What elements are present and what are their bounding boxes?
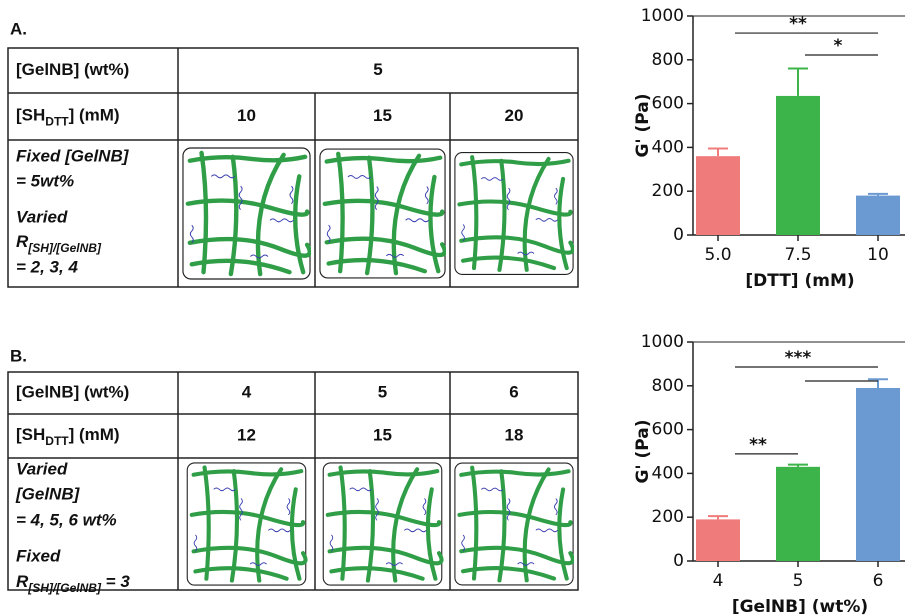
cell-text: 6	[509, 382, 518, 401]
cell-text: R[SH]/[GelNB]	[16, 232, 102, 255]
network-diagram	[455, 463, 573, 585]
network-diagram	[455, 153, 573, 275]
y-tick-label: 800	[652, 376, 684, 396]
cell-text: [SHDTT] (mM)	[16, 106, 120, 129]
y-tick-label: 1000	[641, 6, 684, 26]
y-tick-label: 400	[652, 137, 684, 157]
significance-label: **	[789, 14, 807, 34]
cell-text: Varied	[16, 459, 68, 478]
cell-text: = 4, 5, 6 wt%	[16, 510, 117, 529]
cell-text: [GelNB] (wt%)	[16, 382, 129, 401]
main-text: R	[16, 572, 29, 591]
x-tick-label: 5.0	[704, 245, 731, 265]
subscript: DTT	[45, 115, 69, 129]
table-border	[7, 47, 579, 288]
network-diagram	[323, 463, 442, 585]
bar	[696, 519, 740, 561]
cell-text: Fixed [GelNB]	[16, 146, 130, 165]
x-tick-label: 5	[793, 571, 804, 591]
bar	[696, 156, 740, 235]
cell-text: 20	[505, 106, 524, 125]
panel-label: A.	[10, 19, 27, 38]
error-bar	[788, 463, 808, 467]
after-text: ] (mM)	[69, 106, 120, 125]
y-tick-label: 0	[673, 551, 684, 571]
cell-text: Varied	[16, 207, 68, 226]
after-text: = 3	[101, 572, 130, 591]
table-border	[7, 371, 579, 591]
bar-chart: 0 200 400 600 800 1000 G' (Pa) [GelNB] (wt%) 4 5 6…	[633, 332, 905, 616]
main-text: R	[16, 232, 29, 251]
y-tick-label: 1000	[641, 332, 684, 352]
cell-text: R[SH]/[GelNB] = 3	[16, 572, 130, 595]
cell-text: Fixed	[16, 546, 61, 565]
y-tick-label: 0	[673, 225, 684, 245]
error-bar	[868, 192, 888, 196]
bar	[776, 466, 820, 561]
cell-text: 5	[373, 60, 382, 79]
x-axis-label: [GelNB] (wt%)	[732, 597, 868, 616]
significance-label: *	[834, 36, 843, 56]
network-diagram	[320, 149, 445, 278]
cell-text: 18	[505, 425, 524, 444]
significance-label: **	[749, 435, 767, 455]
cell-text: [SHDTT] (mM)	[16, 425, 120, 448]
cell-text: [GelNB]	[15, 484, 81, 503]
subscript: [SH]/[GelNB]	[27, 581, 102, 595]
y-tick-label: 600	[652, 94, 684, 114]
main-text: [SH	[16, 425, 45, 444]
charts: 0 200 400 600 800 1000 G' (Pa) [DTT] (mM) 5.0 7.5…	[633, 6, 905, 616]
cell-text: [GelNB] (wt%)	[16, 60, 129, 79]
error-bar	[708, 515, 728, 520]
y-tick-label: 800	[652, 50, 684, 70]
subscript: DTT	[45, 434, 69, 448]
error-bar	[708, 147, 728, 157]
y-axis-label: G' (Pa)	[633, 419, 653, 483]
x-tick-label: 6	[873, 571, 884, 591]
x-tick-label: 4	[713, 571, 724, 591]
x-tick-label: 10	[867, 245, 889, 265]
y-tick-label: 200	[652, 507, 684, 527]
network-diagram	[187, 463, 306, 585]
cell-text: 5	[378, 382, 387, 401]
bar	[776, 95, 820, 235]
error-bar	[788, 67, 808, 96]
bar-chart: 0 200 400 600 800 1000 G' (Pa) [DTT] (mM) 5.0 7.5…	[633, 6, 905, 291]
tables: A.[GelNB] (wt%) 5[SHDTT] (mM) 10 15 20Fixed …	[7, 19, 579, 595]
network-diagram	[183, 148, 310, 279]
cell-text: 15	[373, 425, 392, 444]
x-axis-label: [DTT] (mM)	[745, 271, 854, 291]
after-text: ] (mM)	[69, 425, 120, 444]
cell-text: 12	[237, 425, 256, 444]
cell-text: 15	[373, 106, 392, 125]
x-tick-label: 7.5	[784, 245, 811, 265]
bar	[856, 195, 900, 235]
main-text: [SH	[16, 106, 45, 125]
panel-label: B.	[10, 346, 27, 365]
y-tick-label: 200	[652, 181, 684, 201]
cell-text: = 2, 3, 4	[16, 257, 78, 276]
significance-label: ***	[785, 348, 812, 368]
cell-text: 4	[242, 382, 252, 401]
y-axis-label: G' (Pa)	[633, 93, 653, 157]
cell-text: 10	[237, 106, 256, 125]
subscript: [SH]/[GelNB]	[27, 241, 102, 255]
y-tick-label: 400	[652, 463, 684, 483]
y-tick-label: 600	[652, 420, 684, 440]
bar	[856, 387, 900, 561]
cell-text: = 5wt%	[16, 171, 74, 190]
